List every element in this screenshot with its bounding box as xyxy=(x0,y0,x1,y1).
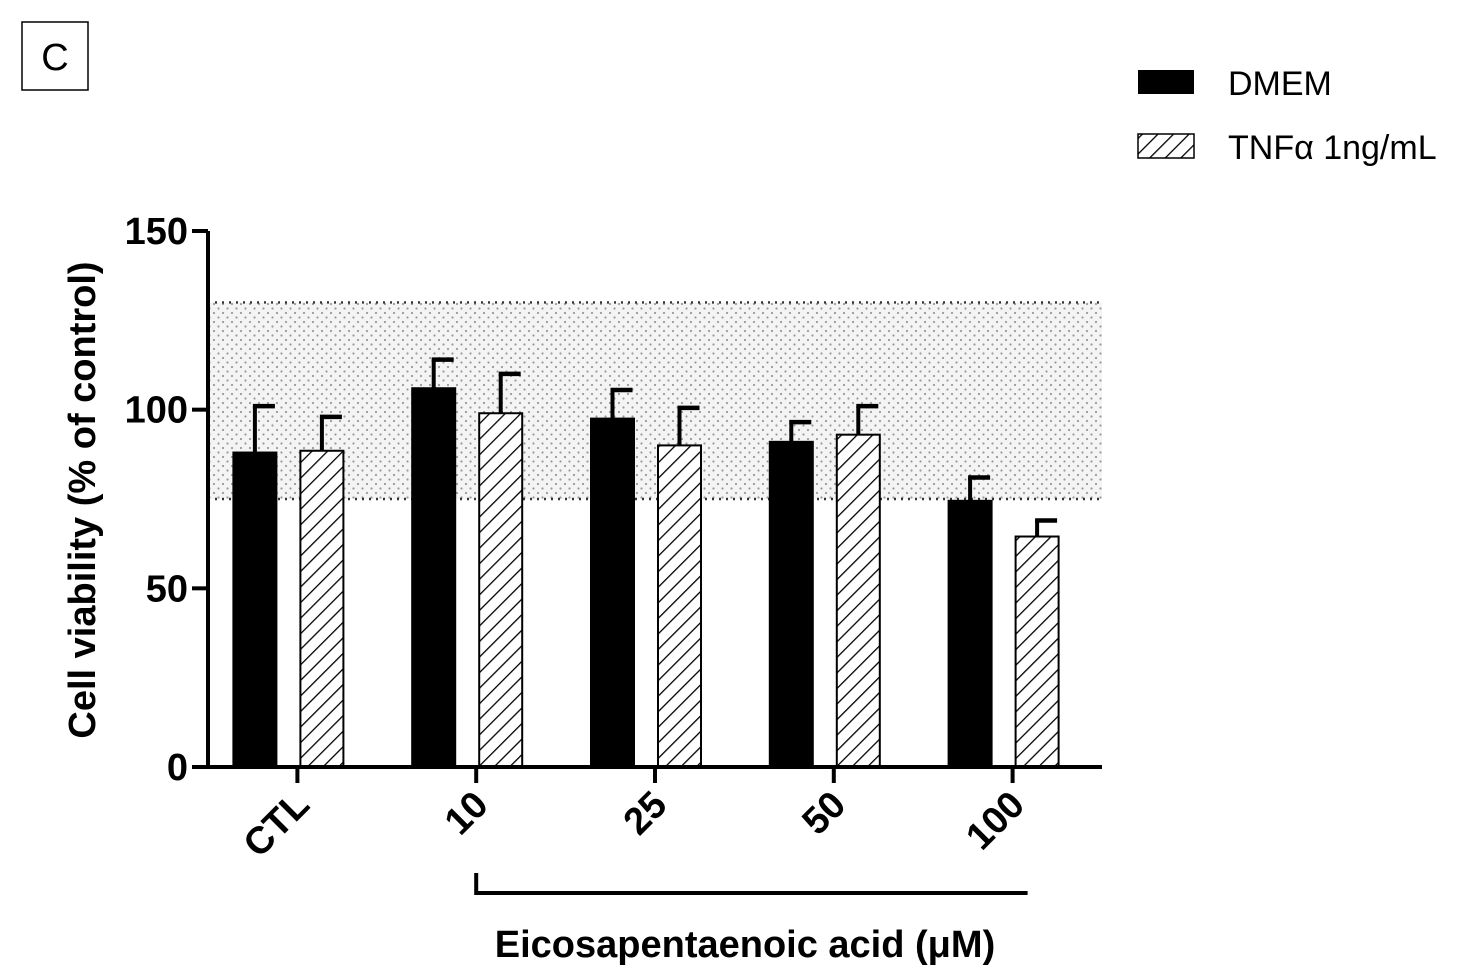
legend-label-dmem: DMEM xyxy=(1228,65,1332,103)
panel-label: C xyxy=(41,37,68,79)
bar-tnf-10 xyxy=(478,412,524,768)
panel-label-box xyxy=(21,21,89,91)
x-tick-label-50: 50 xyxy=(795,784,855,844)
y-axis-title: Cell viability (% of control) xyxy=(62,261,104,738)
x-tick-label-25: 25 xyxy=(616,784,676,844)
x-tick-label-ctl: CTL xyxy=(236,784,318,866)
bar-dmem-25 xyxy=(590,417,635,768)
bar-tnf-100 xyxy=(1014,535,1060,769)
bar-dmem-ctl xyxy=(232,451,278,768)
legend-swatch-tnf xyxy=(1137,133,1195,159)
bar-dmem-10 xyxy=(411,387,457,768)
legend-swatch-dmem xyxy=(1138,70,1194,94)
bar-dmem-50 xyxy=(768,440,814,768)
bar-tnf-25 xyxy=(657,444,702,768)
x-tick-label-10: 10 xyxy=(437,784,497,844)
y-tick-label-100: 100 xyxy=(125,390,188,432)
reference-band xyxy=(208,302,1102,499)
x-group-bracket xyxy=(474,873,1028,895)
bar-tnf-50 xyxy=(835,433,881,768)
bar-dmem-100 xyxy=(947,499,993,768)
y-tick-label-0: 0 xyxy=(167,747,188,789)
legend-label-tnf: TNFα 1ng/mL xyxy=(1228,129,1437,167)
x-tick-label-100: 100 xyxy=(958,784,1033,859)
bar-tnf-ctl xyxy=(299,449,345,768)
x-axis-title: Eicosapentaenoic acid (μM) xyxy=(495,924,995,966)
y-tick-label-150: 150 xyxy=(125,211,188,253)
y-tick-label-50: 50 xyxy=(146,568,188,610)
legend: DMEM TNFα 1ng/mL xyxy=(1137,65,1437,167)
